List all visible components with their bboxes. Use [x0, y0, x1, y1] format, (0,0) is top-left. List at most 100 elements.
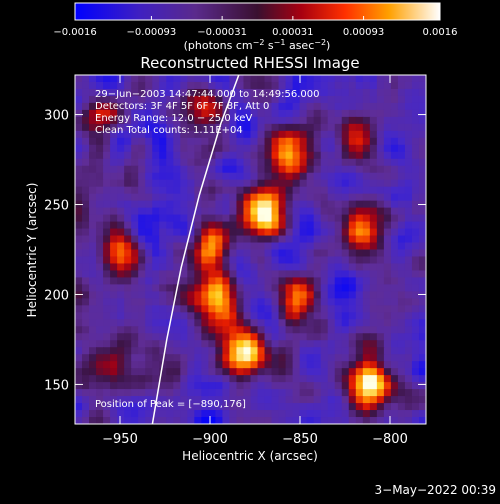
heatmap-cell: [173, 193, 181, 202]
heatmap-cell: [152, 354, 160, 362]
heatmap-cell: [180, 158, 188, 167]
solar-limb-curve: [151, 75, 240, 424]
heatmap-cell: [278, 396, 287, 404]
heatmap-cell: [215, 249, 224, 258]
heatmap-cell: [208, 396, 216, 404]
heatmap-cell: [362, 403, 371, 411]
heatmap-cell: [334, 95, 343, 104]
heatmap-cell: [355, 403, 364, 411]
heatmap-cell: [152, 116, 160, 125]
heatmap-cell: [103, 116, 111, 125]
heatmap-cell: [159, 270, 167, 279]
heatmap-cell: [355, 207, 364, 216]
heatmap-cell: [159, 144, 167, 153]
heatmap-cell: [334, 375, 343, 383]
heatmap-cell: [292, 228, 301, 237]
heatmap-cell: [341, 116, 350, 125]
heatmap-cell: [229, 403, 238, 411]
heatmap-cell: [376, 186, 385, 195]
heatmap-cell: [117, 340, 125, 348]
heatmap-cell: [418, 186, 426, 195]
heatmap-cell: [285, 144, 294, 153]
heatmap-cell: [215, 291, 224, 299]
heatmap-cell: [194, 284, 202, 292]
heatmap-cell: [180, 207, 188, 216]
heatmap-cell: [236, 137, 245, 146]
heatmap-cell: [103, 158, 111, 167]
heatmap-cell: [257, 410, 266, 418]
heatmap-cell: [208, 389, 216, 397]
heatmap-cell: [250, 368, 259, 376]
heatmap-cell: [187, 249, 195, 258]
heatmap-cell: [159, 417, 167, 424]
heatmap-cell: [229, 137, 238, 146]
heatmap-cell: [327, 375, 336, 383]
heatmap-cell: [306, 242, 315, 251]
heatmap-cell: [320, 417, 329, 424]
heatmap-cell: [390, 207, 399, 216]
heatmap-cell: [327, 123, 336, 132]
heatmap-cell: [131, 186, 139, 195]
heatmap-cell: [418, 410, 426, 418]
heatmap-cell: [418, 417, 426, 424]
heatmap-cell: [348, 361, 357, 369]
heatmap-cell: [96, 354, 104, 362]
heatmap-cell: [327, 179, 336, 188]
heatmap-cell: [271, 214, 280, 223]
heatmap-cell: [187, 151, 195, 160]
heatmap-cell: [82, 326, 90, 334]
heatmap-cell: [110, 214, 118, 223]
heatmap-cell: [334, 347, 343, 355]
colorbar-tick-label: 0.0016: [423, 27, 458, 38]
heatmap-cell: [103, 193, 111, 202]
heatmap-cell: [215, 319, 224, 327]
heatmap-cell: [271, 102, 280, 111]
heatmap-cell: [390, 151, 399, 160]
heatmap-cell: [257, 375, 266, 383]
heatmap-cell: [166, 333, 174, 341]
heatmap-cell: [418, 396, 426, 404]
heatmap-cell: [334, 144, 343, 153]
heatmap-cell: [320, 235, 329, 244]
heatmap-cell: [236, 81, 245, 90]
heatmap-cell: [397, 368, 406, 376]
heatmap-cell: [362, 340, 371, 348]
heatmap-cell: [285, 95, 294, 104]
heatmap-cell: [243, 305, 252, 313]
heatmap-cell: [89, 396, 97, 404]
heatmap-cell: [103, 298, 111, 306]
heatmap-cell: [362, 186, 371, 195]
heatmap-cell: [152, 410, 160, 418]
heatmap-cell: [383, 214, 392, 223]
heatmap-cell: [180, 186, 188, 195]
heatmap-cell: [180, 361, 188, 369]
heatmap-cell: [383, 417, 392, 424]
heatmap-cell: [250, 179, 259, 188]
heatmap-cell: [215, 81, 224, 90]
heatmap-cell: [278, 263, 287, 272]
heatmap-cell: [124, 235, 132, 244]
heatmap-cell: [89, 354, 97, 362]
heatmap-cell: [341, 95, 350, 104]
heatmap-cell: [243, 130, 252, 139]
heatmap-cell: [180, 179, 188, 188]
heatmap-cell: [152, 291, 160, 299]
heatmap-cell: [103, 228, 111, 237]
heatmap-cell: [320, 214, 329, 223]
heatmap-cell: [229, 256, 238, 265]
heatmap-cell: [229, 312, 238, 320]
heatmap-cell: [299, 179, 308, 188]
heatmap-cell: [229, 165, 238, 174]
heatmap-cell: [166, 214, 174, 223]
heatmap-cell: [404, 95, 413, 104]
heatmap-cell: [229, 354, 238, 362]
heatmap-cell: [292, 375, 301, 383]
heatmap-cell: [390, 375, 399, 383]
heatmap-cell: [159, 375, 167, 383]
heatmap-cell: [292, 88, 301, 97]
heatmap-cell: [341, 340, 350, 348]
heatmap-cell: [222, 375, 231, 383]
heatmap-cell: [355, 298, 364, 306]
heatmap-cell: [229, 361, 238, 369]
heatmap-cell: [376, 102, 385, 111]
